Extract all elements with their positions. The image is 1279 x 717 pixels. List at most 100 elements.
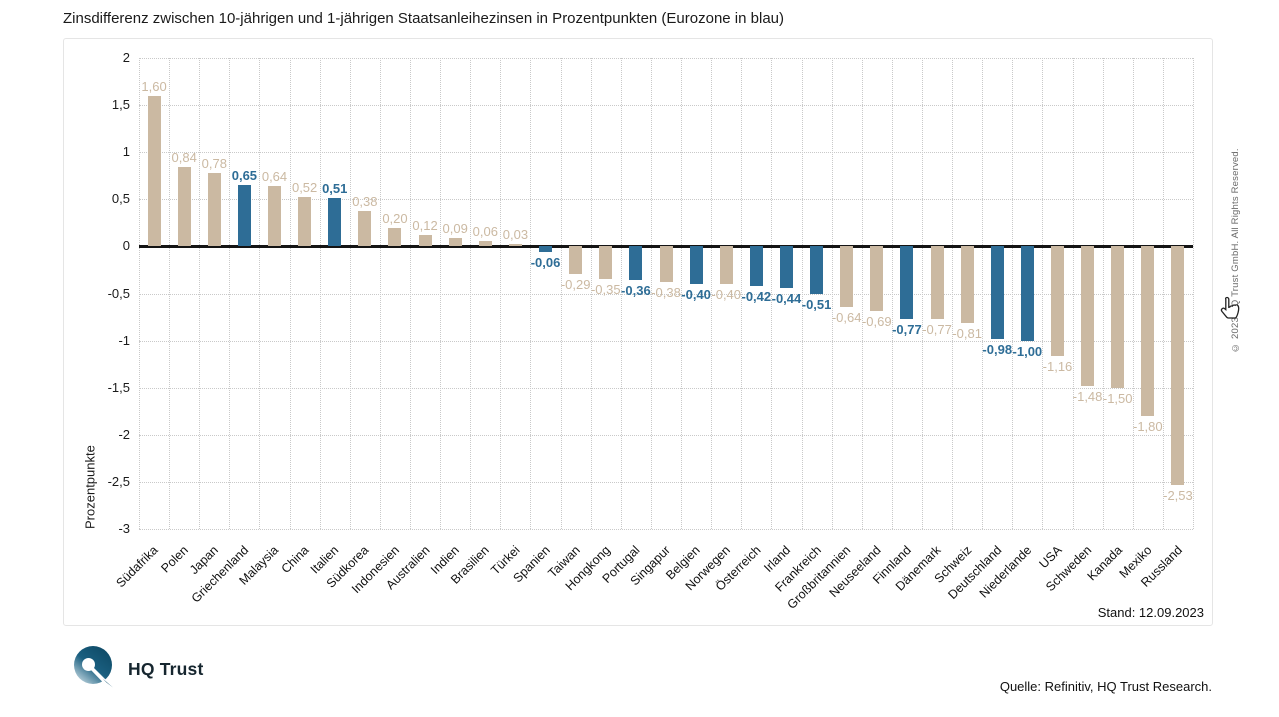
gridline-vertical [1072, 58, 1074, 529]
gridline-horizontal [139, 340, 1193, 342]
y-tick-label: 1,5 [111, 97, 130, 113]
gridline-vertical [440, 58, 442, 529]
bar-value-label: -1,80 [1133, 418, 1163, 434]
bar-Taiwan[interactable] [569, 246, 583, 274]
gridline-vertical [741, 58, 743, 529]
bar-value-label: -0,40 [711, 287, 742, 303]
gridline-vertical [379, 58, 381, 529]
bar-Indonesien[interactable] [388, 227, 402, 247]
y-tick-label: -3 [118, 521, 130, 536]
bar-USA[interactable] [1050, 246, 1064, 356]
bar-Großbritannien[interactable] [840, 246, 854, 307]
bar-Belgien[interactable] [689, 246, 703, 285]
bar-Japan[interactable] [207, 172, 221, 247]
chart-widget: Prozentpunkte 2 1,5 1 0,5 0 -0,5 -1 -1,5 -2 -2,5-… [63, 38, 1213, 626]
bar-Deutschland[interactable] [990, 246, 1004, 339]
bar-China[interactable] [298, 197, 312, 247]
x-axis-labels: Südafrika Polen Japan Griechenland Malaysia C… [114, 531, 1193, 623]
bar-value-label: 0,78 [201, 155, 227, 171]
bar-Irland[interactable] [779, 246, 793, 288]
source-text: Quelle: Refinitiv, HQ Trust Research. [999, 679, 1212, 694]
bar-Südkorea[interactable] [358, 210, 372, 247]
bar-Schweiz[interactable] [960, 246, 974, 323]
bar-value-label: -1,00 [1012, 343, 1043, 359]
bar-Niederlande[interactable] [1020, 246, 1034, 341]
gridline-vertical [681, 58, 683, 529]
gridline-vertical [1012, 58, 1014, 529]
bar-value-label: 0,06 [472, 223, 498, 239]
bar-Türkei[interactable] [508, 243, 522, 247]
bar-Südafrika[interactable] [147, 95, 161, 247]
bar-value-label: 0,64 [261, 169, 288, 185]
bar-value-label: -0,69 [861, 314, 892, 330]
hqtrust-logo: HQ Trust [74, 645, 204, 693]
gridline-vertical [982, 58, 984, 529]
gridline-horizontal [139, 58, 1193, 59]
bar-value-label: -0,06 [530, 255, 561, 271]
bar-Finnland[interactable] [900, 246, 914, 319]
bar-Malaysia[interactable] [268, 186, 281, 247]
bar-Schweden[interactable] [1081, 246, 1095, 386]
bar-Indien[interactable] [448, 237, 462, 247]
x-category-label: Polen [158, 543, 192, 576]
bar-Norwegen[interactable] [719, 246, 733, 285]
bar-value-label: -1,16 [1042, 358, 1073, 374]
gridline-vertical [771, 58, 773, 529]
gridline-vertical [891, 58, 893, 529]
hqtrust-logo-text: HQ Trust [128, 658, 204, 679]
bar-Mexiko[interactable] [1141, 246, 1155, 416]
copyright-text: © 2023 HQ Trust GmbH. All Rights Reserve… [1230, 148, 1241, 353]
y-tick-label: -1,5 [107, 379, 130, 395]
gridline-horizontal [139, 199, 1193, 201]
bar-value-label: -0,77 [892, 321, 922, 337]
bar-Dänemark[interactable] [930, 246, 944, 319]
gridline-horizontal [139, 434, 1193, 436]
gridline-vertical [530, 58, 532, 529]
stand-date: Stand: 12.09.2023 [1097, 605, 1204, 620]
bar-Kanada[interactable] [1111, 246, 1125, 388]
gridline-vertical [169, 58, 171, 529]
plot-area: Prozentpunkte 2 1,5 1 0,5 0 -0,5 -1 -1,5 -2 -2,5-… [83, 50, 1194, 536]
gridline-vertical [711, 58, 713, 529]
bar-value-label: 0,20 [382, 210, 408, 226]
gridline-vertical [590, 58, 592, 529]
bar-value-label: -0,77 [922, 321, 952, 337]
gridline-vertical [289, 58, 291, 529]
bar-Polen[interactable] [177, 167, 191, 247]
bar-Neuseeland[interactable] [870, 246, 884, 312]
bar-Brasilien[interactable] [478, 240, 492, 247]
bar-Singapur[interactable] [659, 246, 673, 283]
bar-Hongkong[interactable] [599, 246, 613, 280]
y-tick-label: -2,5 [107, 473, 130, 489]
gridline-horizontal [139, 528, 1193, 530]
gridline-vertical [650, 58, 652, 529]
y-tick-label: 0 [122, 238, 130, 254]
bar-value-label: 0,51 [322, 181, 348, 197]
y-tick-label: 1 [122, 144, 130, 160]
gridline-vertical [1162, 58, 1164, 529]
gridline-horizontal [139, 481, 1193, 483]
bar-value-label: -1,48 [1072, 388, 1103, 404]
bar-value-label: 0,84 [171, 150, 197, 166]
bar-Spanien[interactable] [539, 246, 553, 253]
bar-value-label: -1,50 [1102, 390, 1133, 406]
bar-Österreich[interactable] [749, 246, 763, 286]
gridline-vertical [861, 58, 863, 529]
bar-Italien[interactable] [328, 198, 342, 247]
chart-title: Zinsdifferenz zwischen 10-jährigen und 1… [63, 10, 784, 27]
gridline-vertical [259, 58, 261, 529]
y-tick-label: 0,5 [111, 191, 130, 207]
gridline-vertical [319, 58, 321, 529]
gridline-vertical [139, 58, 140, 529]
bar-value-label: -0,38 [651, 285, 681, 301]
bar-Griechenland[interactable] [237, 185, 251, 247]
bar-Frankreich[interactable] [810, 246, 824, 295]
gridline-vertical [349, 58, 351, 529]
bar-Portugal[interactable] [629, 246, 643, 281]
bar-Russland[interactable] [1171, 246, 1185, 485]
bar-Australien[interactable] [418, 235, 432, 247]
bar-value-label: -0,42 [741, 288, 772, 304]
hand-cursor-icon [1218, 296, 1242, 322]
gridline-horizontal [139, 293, 1193, 295]
y-tick-label: -0,5 [107, 285, 130, 301]
